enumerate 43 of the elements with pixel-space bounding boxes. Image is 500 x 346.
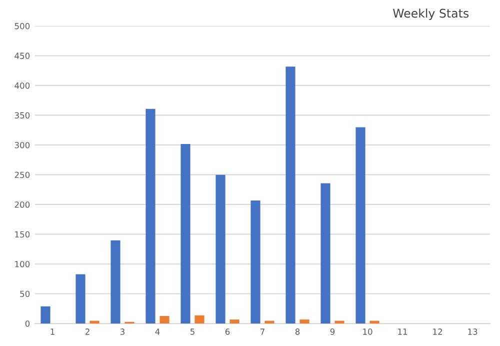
y-tick-label: 200: [14, 201, 30, 208]
x-tick-label: 6: [225, 328, 230, 335]
x-tick-label: 5: [190, 328, 194, 335]
x-tick-label: 8: [295, 328, 300, 335]
x-tick-label: 12: [433, 328, 442, 335]
chart-title: Weekly Stats: [392, 8, 469, 20]
bar: [264, 320, 274, 324]
x-tick-label: 9: [330, 328, 335, 335]
bar: [300, 320, 310, 324]
bar: [180, 144, 190, 324]
bar: [146, 108, 156, 324]
bar: [286, 66, 296, 324]
y-tick-label: 0: [25, 320, 30, 327]
bar: [356, 127, 366, 324]
bar: [250, 200, 260, 324]
bar: [216, 174, 226, 324]
x-tick-label: 10: [363, 328, 372, 335]
bar: [230, 320, 240, 324]
y-tick-label: 300: [14, 142, 30, 148]
x-tick-label: 11: [398, 328, 408, 335]
x-tick-label: 7: [260, 328, 264, 335]
y-tick-label: 350: [14, 112, 30, 119]
bar: [320, 183, 330, 324]
bar: [110, 240, 120, 324]
bar: [40, 306, 50, 324]
y-tick-label: 450: [14, 52, 30, 59]
y-tick-label: 500: [14, 22, 30, 30]
bar: [90, 320, 100, 324]
y-tick-label: 250: [14, 172, 30, 178]
y-tick-label: 150: [15, 231, 30, 238]
x-tick-label: 3: [120, 328, 124, 335]
bar: [370, 320, 380, 324]
x-tick-label: 1: [50, 328, 54, 335]
bar: [334, 320, 344, 324]
x-tick-label: 13: [468, 328, 478, 335]
bar: [76, 274, 86, 324]
y-tick-label: 50: [20, 290, 30, 298]
bar: [160, 316, 170, 324]
y-tick-label: 400: [14, 82, 30, 89]
y-tick-label: 100: [15, 260, 30, 268]
bar: [194, 315, 204, 324]
x-tick-label: 4: [155, 328, 160, 335]
x-tick-label: 2: [85, 328, 90, 335]
